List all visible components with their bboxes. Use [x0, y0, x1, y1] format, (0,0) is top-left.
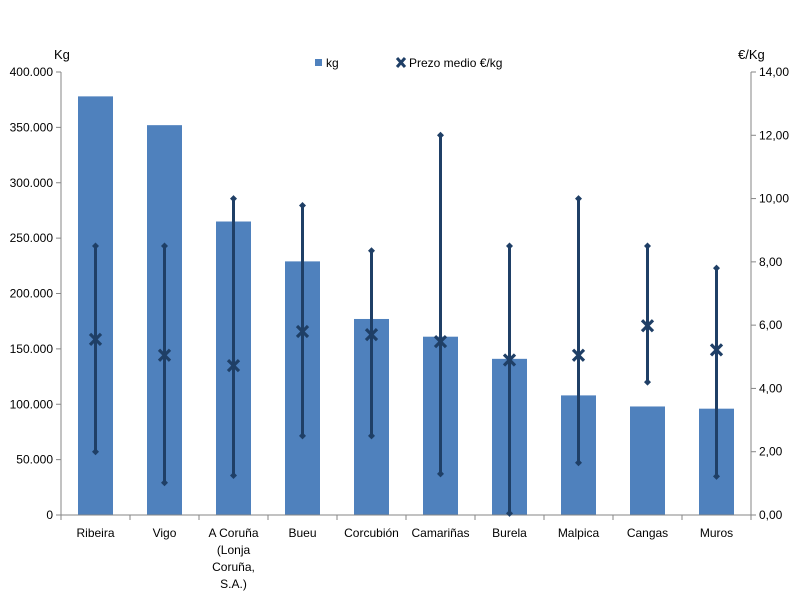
price-max-0	[92, 242, 99, 250]
price-avg-marker-2	[226, 359, 241, 373]
price-avg-marker-1	[157, 348, 172, 362]
price-avg-marker-4	[364, 328, 379, 342]
price-max-9	[713, 264, 720, 272]
right-tick-label-7: 14,00	[759, 65, 789, 79]
price-max-8	[644, 242, 651, 250]
price-min-5	[437, 470, 444, 478]
price-avg-marker-8	[640, 319, 655, 333]
right-tick-label-2: 4,00	[759, 381, 783, 395]
bar-8	[630, 406, 665, 515]
x-tick-label-8: Cangas	[627, 526, 668, 540]
x-tick-label-7: Malpica	[558, 526, 600, 540]
price-max-7	[575, 195, 582, 203]
left-tick-label-2: 100.000	[10, 397, 54, 411]
right-axis-title: €/Kg	[738, 47, 765, 62]
x-tick-label-1: Vigo	[153, 526, 177, 540]
legend-marker-price	[395, 57, 407, 68]
right-tick-label-5: 10,00	[759, 192, 789, 206]
left-tick-label-0: 0	[46, 508, 53, 522]
left-tick-label-8: 400.000	[10, 65, 54, 79]
x-tick-label-6: Burela	[492, 526, 527, 540]
price-min-8	[644, 378, 651, 386]
legend-label-price: Prezo medio €/kg	[409, 56, 502, 70]
x-tick-label-2: A Coruña (Lonja Coruña, S.A.)	[208, 526, 258, 591]
legend-label-kg: kg	[326, 56, 339, 70]
left-axis-title: Kg	[54, 47, 70, 62]
left-tick-label-4: 200.000	[10, 287, 54, 301]
right-tick-label-3: 6,00	[759, 318, 783, 332]
left-tick-label-5: 250.000	[10, 231, 54, 245]
price-min-0	[92, 448, 99, 456]
price-min-6	[506, 509, 513, 517]
price-max-5	[437, 131, 444, 139]
x-tick-label-3: Bueu	[288, 526, 316, 540]
legend: kg Prezo medio €/kg	[315, 56, 502, 70]
right-tick-label-4: 8,00	[759, 255, 783, 269]
price-avg-marker-7	[571, 348, 586, 362]
price-min-4	[368, 432, 375, 440]
price-max-1	[161, 242, 168, 250]
price-max-6	[506, 242, 513, 250]
price-max-3	[299, 202, 306, 210]
legend-swatch-kg	[315, 59, 322, 66]
left-tick-label-3: 150.000	[10, 342, 54, 356]
price-min-2	[230, 471, 237, 479]
price-min-9	[713, 472, 720, 480]
left-tick-label-6: 300.000	[10, 176, 54, 190]
price-min-7	[575, 459, 582, 467]
price-avg-marker-5	[433, 334, 448, 349]
x-tick-label-0: Ribeira	[76, 526, 114, 540]
x-tick-label-5: Camariñas	[411, 526, 469, 540]
left-tick-label-1: 50.000	[16, 453, 53, 467]
left-tick-label-7: 350.000	[10, 120, 54, 134]
x-tick-label-9: Muros	[700, 526, 733, 540]
right-tick-label-0: 0,00	[759, 508, 783, 522]
right-tick-label-1: 2,00	[759, 445, 783, 459]
price-avg-marker-3	[295, 324, 310, 339]
price-min-3	[299, 432, 306, 440]
x-tick-label-4: Corcubión	[344, 526, 399, 540]
price-max-2	[230, 195, 237, 203]
price-avg-marker-9	[709, 343, 724, 357]
price-avg-marker-6	[502, 353, 517, 367]
price-max-4	[368, 247, 375, 255]
right-tick-label-6: 12,00	[759, 128, 789, 142]
plot-area: 0 50.000 100.000 150.000 200.000 250.000 300.0…	[10, 65, 790, 591]
price-avg-marker-0	[88, 332, 103, 347]
price-min-1	[161, 479, 168, 487]
